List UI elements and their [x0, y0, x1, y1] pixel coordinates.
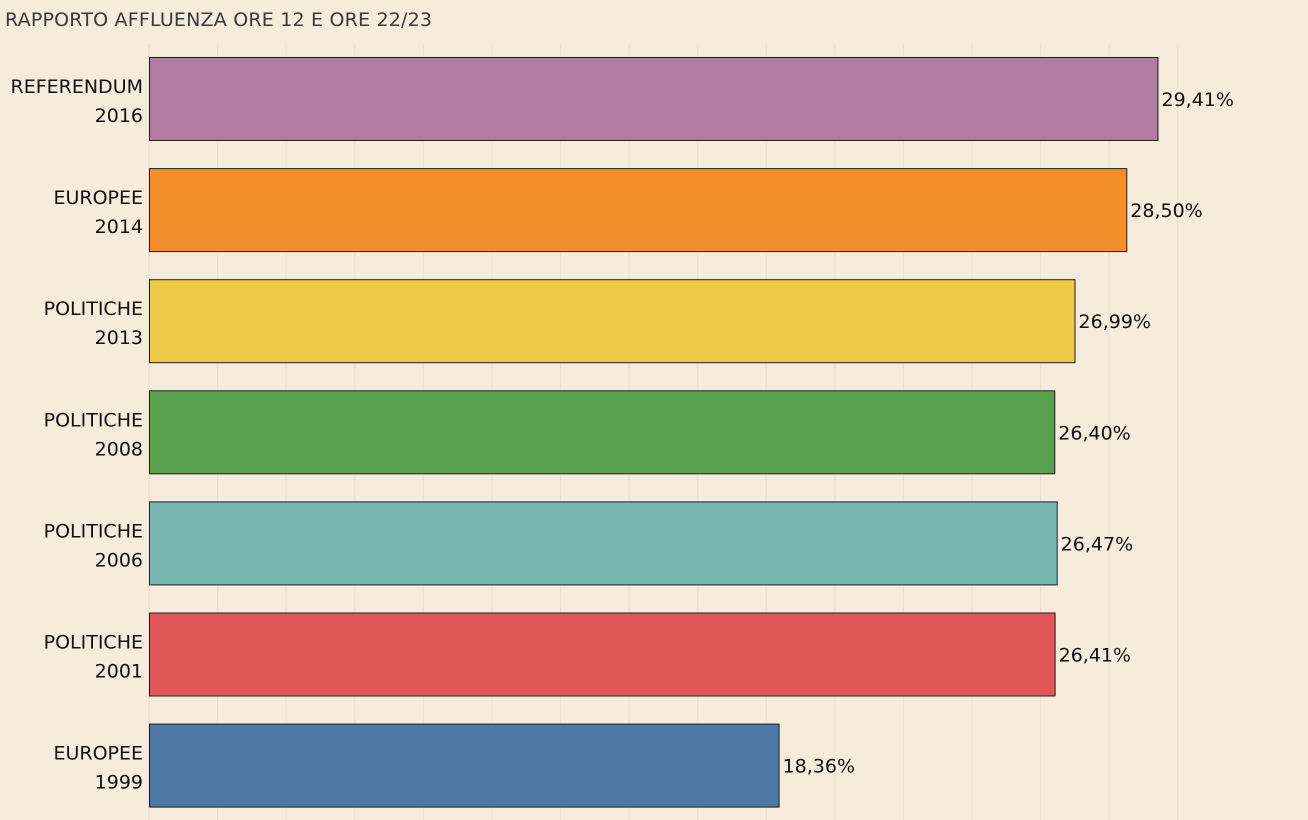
- data-label: 26,99%: [1079, 311, 1151, 333]
- category-label-line2: 1999: [95, 772, 143, 794]
- bar: [149, 168, 1128, 253]
- category-label-line2: 2001: [95, 661, 143, 683]
- bar: [149, 612, 1056, 697]
- category-label-line1: POLITICHE: [44, 298, 143, 320]
- category-label-line1: EUROPEE: [53, 743, 143, 765]
- category-label-line2: 2016: [95, 105, 143, 127]
- category-label-line2: 2014: [95, 216, 143, 238]
- bar: [149, 57, 1159, 141]
- category-label-line1: REFERENDUM: [11, 76, 144, 98]
- category-label-line2: 2008: [95, 438, 143, 460]
- category-label-line1: POLITICHE: [44, 520, 143, 542]
- category-label-line1: POLITICHE: [44, 632, 143, 654]
- category-label-line2: 2006: [95, 549, 143, 571]
- category-label-line2: 2013: [95, 327, 143, 349]
- bar: [149, 723, 780, 808]
- data-label: 18,36%: [783, 756, 855, 778]
- data-label: 26,41%: [1059, 645, 1131, 667]
- bar: [149, 279, 1076, 364]
- category-label-line1: POLITICHE: [44, 409, 143, 431]
- labels: REFERENDUM 2016 29,41% EUROPEE 2014 28,50% POL…: [11, 76, 1234, 794]
- data-label: 26,47%: [1061, 533, 1133, 555]
- bar: [149, 390, 1056, 475]
- data-label: 28,50%: [1130, 200, 1202, 222]
- chart-title: RAPPORTO AFFLUENZA ORE 12 E ORE 22/23: [5, 9, 433, 31]
- bars: [149, 57, 1159, 808]
- data-label: 26,40%: [1058, 422, 1130, 444]
- bar: [149, 501, 1058, 586]
- data-label: 29,41%: [1162, 89, 1234, 111]
- category-label-line1: EUROPEE: [53, 187, 143, 209]
